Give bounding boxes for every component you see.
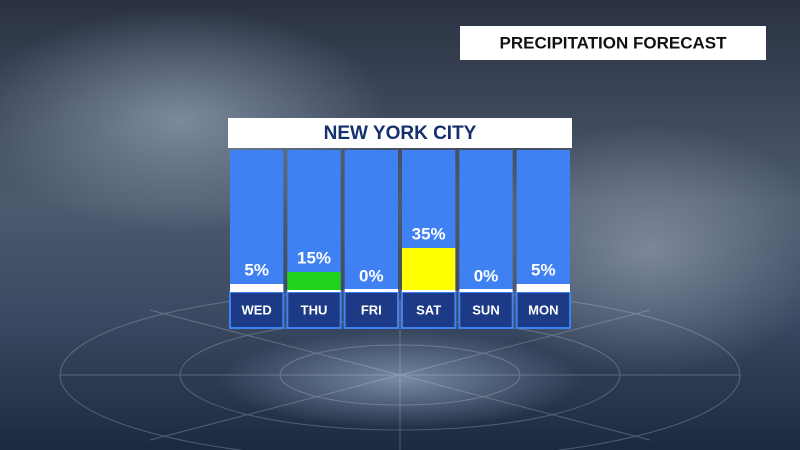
day-cell [401,291,457,329]
column-bg [230,150,284,290]
x-tick-label: FRI [361,302,382,317]
x-tick-label: WED [241,302,271,317]
day-cell [458,291,514,329]
bar [287,272,341,290]
baseline [344,289,398,292]
value-label: 35% [412,224,446,243]
value-label: 15% [297,248,331,267]
column-bg [287,150,341,290]
bar [516,284,570,290]
chart-subtitle: NEW YORK CITY [324,123,477,144]
baseline [516,289,570,292]
bar [402,248,456,290]
value-label: 5% [244,260,269,279]
column-bg [516,150,570,290]
baseline [402,289,456,292]
day-cell [229,291,285,329]
radar-decoration [59,289,741,450]
x-tick-label: SUN [472,302,499,317]
day-cell [343,291,399,329]
baseline [287,289,341,292]
value-label: 0% [359,266,384,285]
bar [230,284,284,290]
chart-title: PRECIPITATION FORECAST [500,33,728,52]
day-cell [515,291,572,329]
subtitle-box [228,118,572,148]
day-cell [286,291,342,329]
value-label: 5% [531,260,556,279]
column-bg [459,150,513,290]
column-bg [344,150,398,290]
baseline [459,289,513,292]
value-label: 0% [474,266,499,285]
title-box [460,26,766,60]
baseline [230,289,284,292]
x-tick-label: SAT [416,302,441,317]
x-tick-label: MON [528,302,558,317]
x-tick-label: THU [301,302,328,317]
